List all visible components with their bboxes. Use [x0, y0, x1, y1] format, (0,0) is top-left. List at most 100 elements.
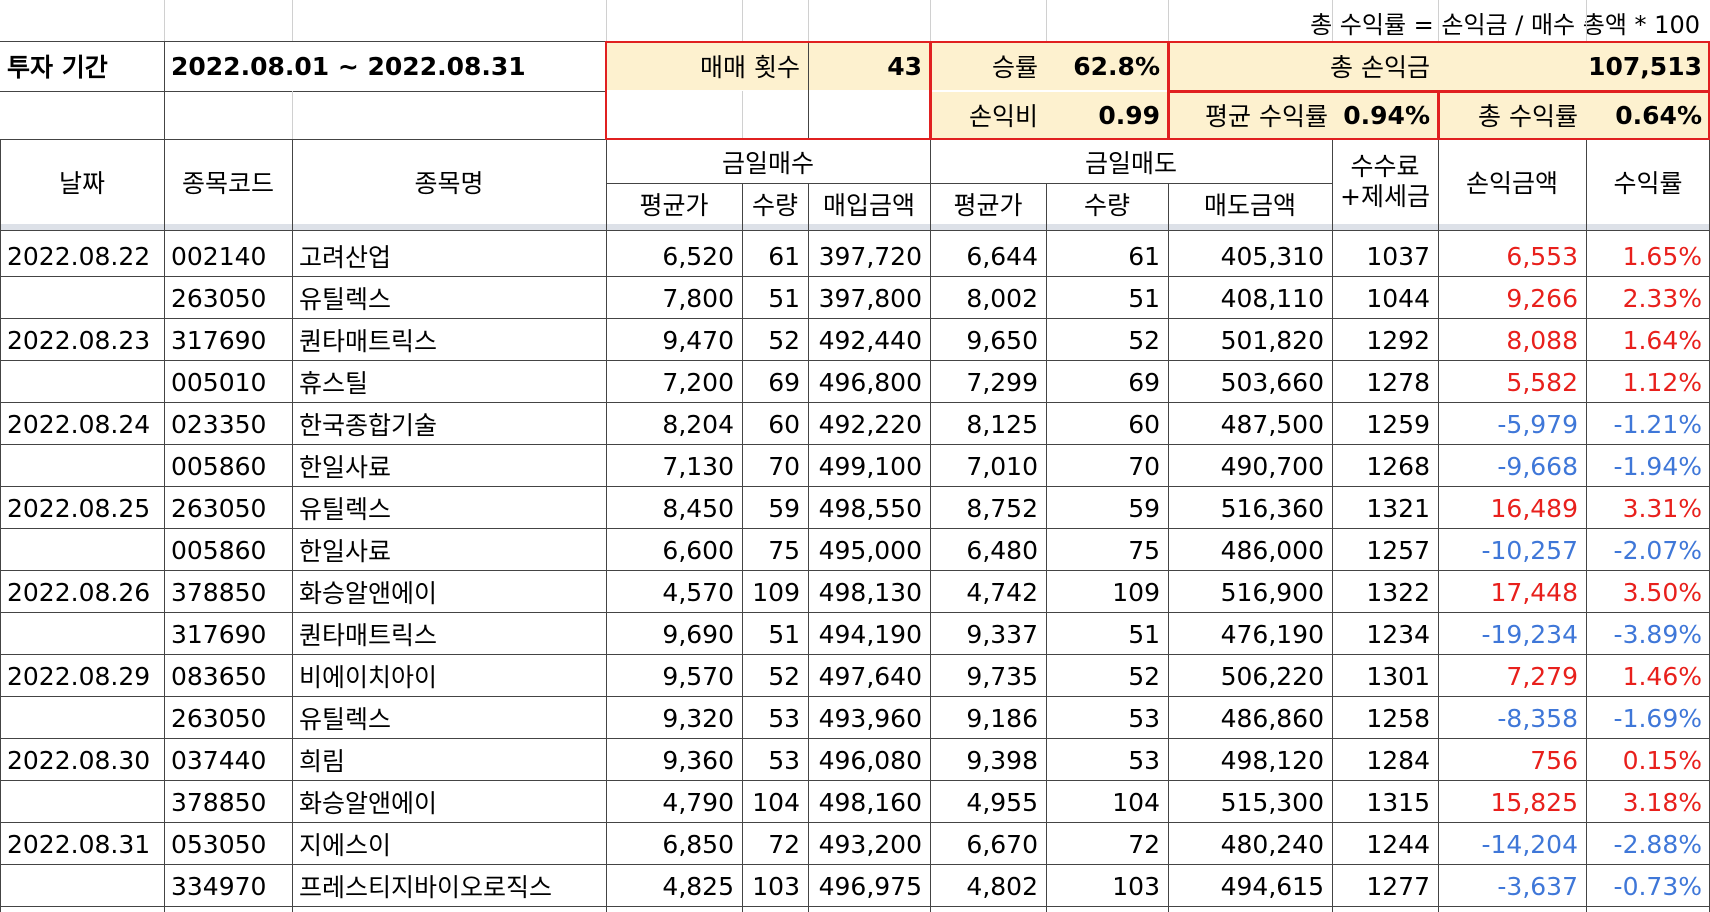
cell-code: 037440	[171, 745, 267, 775]
cell-date: 2022.08.30	[7, 745, 151, 775]
cell-sell-amount: 486,000	[1220, 535, 1324, 565]
total-return-value: 0.64%	[1586, 92, 1710, 138]
cell-name: 화승알앤에이	[299, 579, 438, 608]
cell-return: 1.12%	[1622, 367, 1702, 397]
cell-buy-qty: 51	[768, 619, 800, 649]
cell-name: 희림	[299, 747, 346, 776]
cell-buy-amount: 496,975	[818, 871, 922, 901]
cell-buy-amount: 493,200	[818, 829, 922, 859]
cell-fee: 1257	[1366, 535, 1430, 565]
cell-buy-amount: 492,440	[818, 325, 922, 355]
cell-code: 263050	[171, 283, 267, 313]
cell-sell-amount: 516,360	[1220, 493, 1324, 523]
cell-sell-qty: 53	[1128, 703, 1160, 733]
cell-buy-qty: 69	[768, 367, 800, 397]
cell-fee: 1268	[1366, 451, 1430, 481]
cell-code: 334970	[171, 871, 267, 901]
header-separator	[0, 224, 1710, 230]
cell-profit: 9,266	[1506, 283, 1578, 313]
cell-sell-avg: 4,955	[966, 787, 1038, 817]
cell-profit: -19,234	[1481, 619, 1579, 649]
cell-buy-qty: 61	[768, 241, 800, 271]
cell-buy-amount: 498,550	[818, 493, 922, 523]
cell-sell-avg: 8,752	[966, 493, 1038, 523]
cell-buy-avg: 9,470	[662, 325, 734, 355]
cell-buy-qty: 52	[768, 661, 800, 691]
cell-buy-qty: 60	[768, 409, 800, 439]
cell-sell-qty: 60	[1128, 409, 1160, 439]
cell-return: -0.73%	[1613, 871, 1702, 901]
cell-date	[0, 865, 164, 907]
cell-profit: 16,489	[1490, 493, 1578, 523]
cell-sell-qty: 104	[1112, 787, 1160, 817]
cell-buy-avg: 9,570	[662, 661, 734, 691]
cell-sell-qty: 59	[1128, 493, 1160, 523]
cell-name: 프레스티지바이오로직스	[299, 873, 553, 902]
header-buy-amount: 매입금액	[822, 191, 915, 220]
cell-buy-qty: 104	[752, 787, 800, 817]
cell-sell-avg: 4,802	[966, 871, 1038, 901]
cell-fee: 1278	[1366, 367, 1430, 397]
cell-return: -3.89%	[1613, 619, 1702, 649]
cell-return: -2.88%	[1613, 829, 1702, 859]
cell-date	[0, 445, 164, 487]
cell-buy-qty: 70	[768, 451, 800, 481]
cell-name: 지에스이	[299, 831, 392, 860]
cell-sell-amount: 405,310	[1220, 241, 1324, 271]
cell-return: 2.33%	[1622, 283, 1702, 313]
header-code: 종목코드	[181, 169, 274, 198]
cell-date: 2022.08.22	[7, 241, 151, 271]
cell-sell-avg: 6,670	[966, 829, 1038, 859]
cell-fee: 1244	[1366, 829, 1430, 859]
cell-buy-amount: 493,960	[818, 703, 922, 733]
cell-buy-avg: 6,600	[662, 535, 734, 565]
cell-name: 유틸렉스	[299, 285, 392, 314]
cell-date	[0, 361, 164, 403]
cell-fee: 1321	[1366, 493, 1430, 523]
cell-buy-amount: 497,640	[818, 661, 922, 691]
cell-code: 263050	[171, 493, 267, 523]
total-profit-label: 총 손익금	[1168, 42, 1438, 90]
cell-date	[0, 697, 164, 739]
pl-ratio-value: 0.99	[1046, 92, 1168, 138]
cell-code: 002140	[171, 241, 267, 271]
cell-date	[0, 613, 164, 655]
period-value: 2022.08.01 ~ 2022.08.31	[171, 51, 526, 81]
cell-buy-qty: 59	[768, 493, 800, 523]
cell-sell-avg: 8,125	[966, 409, 1038, 439]
cell-buy-avg: 7,800	[662, 283, 734, 313]
cell-profit: -10,257	[1481, 535, 1579, 565]
cell-profit: -9,668	[1497, 451, 1578, 481]
cell-buy-avg: 9,690	[662, 619, 734, 649]
cell-sell-amount: 498,120	[1220, 745, 1324, 775]
cell-date: 2022.08.29	[7, 661, 151, 691]
cell-profit: 15,825	[1490, 787, 1578, 817]
cell-sell-amount: 503,660	[1220, 367, 1324, 397]
cell-sell-qty: 70	[1128, 451, 1160, 481]
cell-sell-qty: 52	[1128, 325, 1160, 355]
cell-buy-qty: 103	[752, 871, 800, 901]
total-return-label: 총 수익률	[1438, 92, 1586, 138]
header-sell-avg: 평균가	[953, 191, 1023, 220]
cell-sell-avg: 6,644	[966, 241, 1038, 271]
cell-fee: 1322	[1366, 577, 1430, 607]
cell-return: 1.64%	[1622, 325, 1702, 355]
cell-fee: 1315	[1366, 787, 1430, 817]
cell-date	[0, 277, 164, 319]
cell-sell-qty: 53	[1128, 745, 1160, 775]
cell-buy-avg: 4,790	[662, 787, 734, 817]
cell-return: 0.15%	[1622, 745, 1702, 775]
cell-sell-amount: 487,500	[1220, 409, 1324, 439]
cell-code: 005010	[171, 367, 267, 397]
period-label: 투자 기간	[7, 53, 108, 82]
cell-fee: 1044	[1366, 283, 1430, 313]
cell-buy-amount: 496,800	[818, 367, 922, 397]
trade-count-label: 매매 횟수	[606, 42, 808, 90]
cell-sell-qty: 103	[1112, 871, 1160, 901]
cell-buy-avg: 9,320	[662, 703, 734, 733]
header-return: 수익률	[1613, 169, 1683, 198]
cell-fee: 1301	[1366, 661, 1430, 691]
cell-code: 053050	[171, 829, 267, 859]
cell-return: -1.94%	[1613, 451, 1702, 481]
cell-fee: 1284	[1366, 745, 1430, 775]
